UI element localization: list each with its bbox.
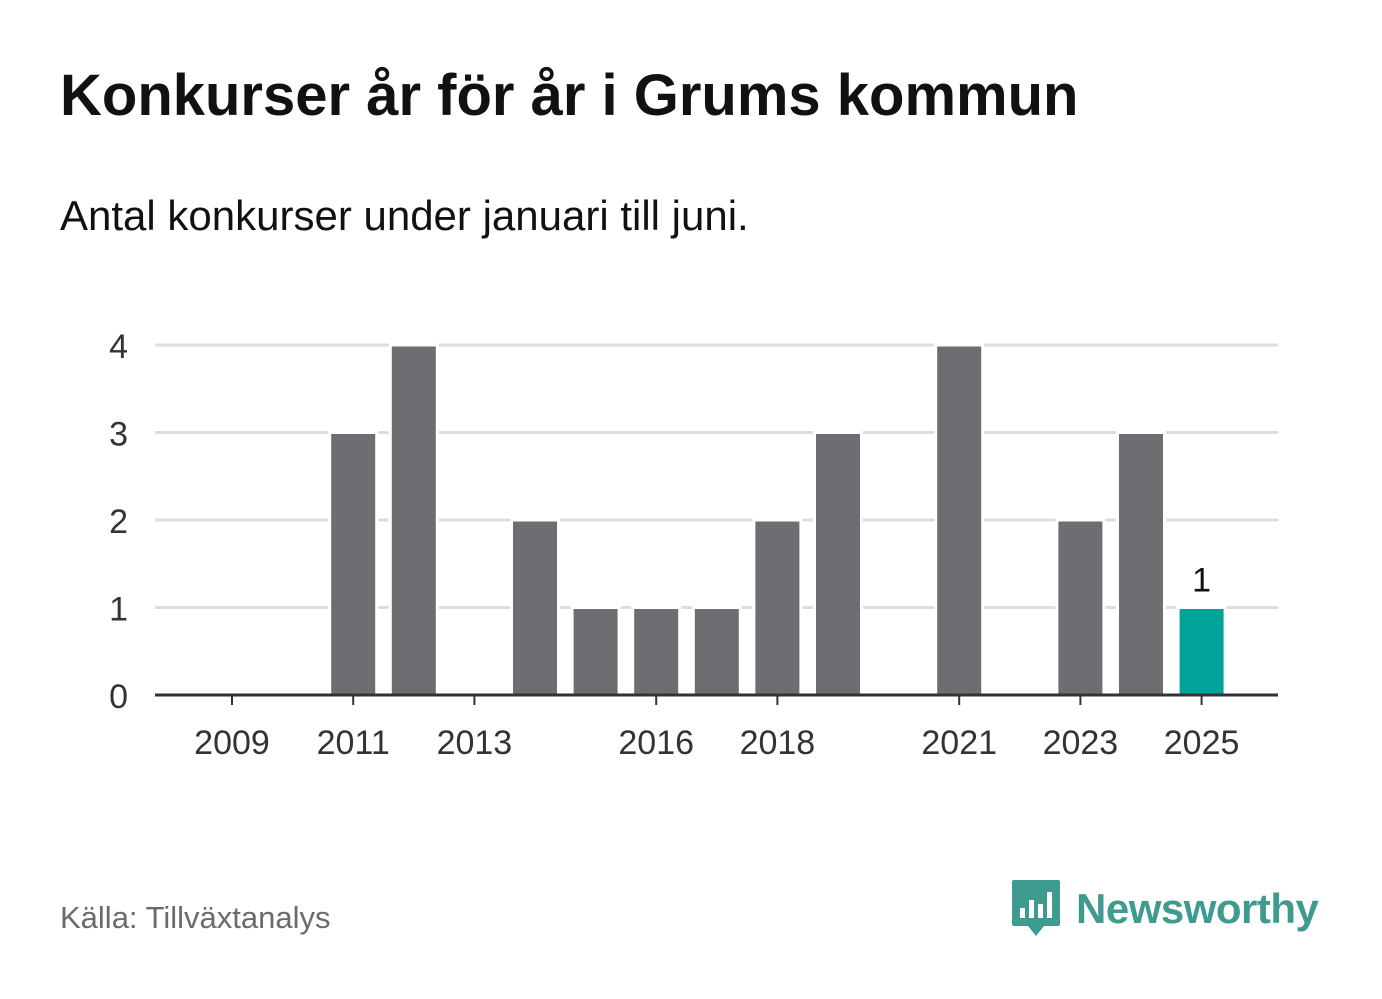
y-tick-label: 2 [109,503,128,541]
bar [570,606,621,697]
bar [752,518,803,697]
bar [510,518,560,697]
bar-chart: 0 1 2 3 4 2009 2011 2013 2016 2018 2021 2023 2025 1 [109,328,1278,762]
bar [1116,431,1166,697]
x-tick-label: 2009 [194,724,270,762]
x-tick-label: 2013 [437,724,513,762]
source-note: Källa: Tillväxtanalys [60,900,331,935]
newsworthy-icon [1012,880,1060,936]
bar [691,606,742,697]
bar [1055,518,1106,697]
y-tick-label: 1 [109,591,128,629]
bar [934,343,985,697]
y-tick-label: 4 [109,328,128,366]
bar [813,431,863,697]
data-label: 1 [1192,562,1211,600]
x-tick-label: 2023 [1043,724,1119,762]
x-tick-label: 2011 [317,724,390,762]
bar [631,606,682,697]
chart-subtitle: Antal konkurser under januari till juni. [60,192,749,239]
bar [388,343,439,697]
bar [328,431,379,697]
x-tick-label: 2018 [740,724,816,762]
y-tick-label: 0 [109,678,128,716]
y-tick-label: 3 [109,416,128,454]
x-tick-label: 2021 [921,724,997,762]
chart-title: Konkurser år för år i Grums kommun [60,63,1079,128]
brand-logo: Newsworthy [1010,878,1319,940]
brand-name: Newsworthy [1076,885,1319,932]
x-tick-label: 2025 [1164,724,1240,762]
bar [1176,606,1227,697]
x-tick-label: 2016 [618,724,694,762]
